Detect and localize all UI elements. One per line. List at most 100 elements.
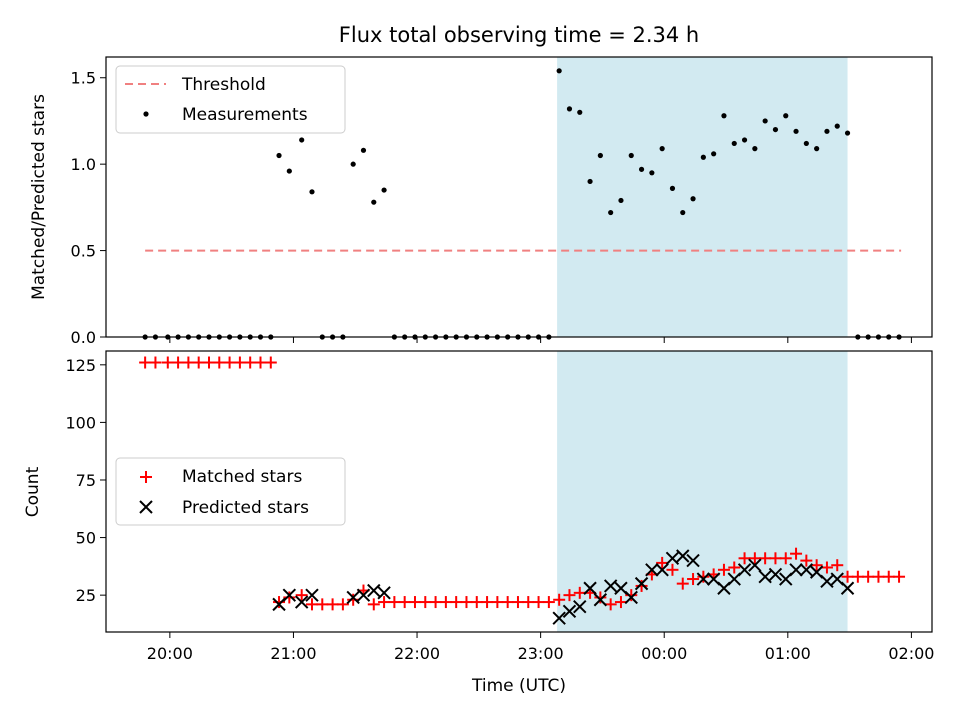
bottom-ylabel: Count bbox=[23, 466, 43, 517]
measurement-point bbox=[700, 154, 706, 160]
bottom-xtick-label: 00:00 bbox=[641, 644, 687, 663]
measurement-point bbox=[286, 168, 292, 174]
predicted-star-point bbox=[562, 604, 577, 618]
predicted-star-point bbox=[758, 570, 772, 584]
matched-star-point bbox=[439, 596, 452, 609]
predicted-star-point bbox=[748, 558, 762, 572]
matched-star-point bbox=[481, 596, 494, 609]
predicted-star-point bbox=[655, 563, 669, 577]
matched-star-point bbox=[367, 598, 380, 611]
matched-star-point bbox=[182, 356, 195, 369]
measurement-point bbox=[762, 118, 768, 124]
predicted-star-point bbox=[737, 563, 752, 577]
matched-star-point bbox=[264, 356, 277, 369]
measurement-point bbox=[680, 209, 686, 216]
measurement-point bbox=[309, 189, 315, 195]
matched-star-point bbox=[336, 598, 349, 611]
measurement-point bbox=[350, 161, 356, 167]
matched-star-point bbox=[841, 570, 854, 583]
measurement-points bbox=[142, 68, 902, 340]
legend-measurement-label: Measurements bbox=[182, 105, 308, 125]
matched-star-point bbox=[810, 559, 823, 572]
predicted-star-point bbox=[840, 581, 855, 595]
measurement-point bbox=[669, 185, 676, 191]
matched-star-point bbox=[408, 596, 421, 609]
matched-star-point bbox=[388, 596, 401, 609]
predicted-star-point bbox=[294, 595, 309, 609]
predicted-star-point bbox=[634, 576, 649, 591]
measurement-point bbox=[783, 113, 789, 119]
predicted-star-point bbox=[282, 588, 297, 602]
matched-star-point bbox=[254, 356, 267, 369]
matched-star-point bbox=[697, 570, 710, 583]
predicted-star-point bbox=[789, 563, 803, 577]
matched-star-point bbox=[862, 570, 875, 583]
bottom-xtick-label: 01:00 bbox=[765, 644, 811, 663]
measurement-point bbox=[638, 166, 645, 172]
legend-predicted-label: Predicted stars bbox=[182, 498, 309, 518]
top-ytick-label: 0.5 bbox=[71, 242, 96, 261]
matched-star-point bbox=[553, 593, 566, 606]
matched-star-point bbox=[800, 554, 813, 567]
matched-star-point bbox=[687, 573, 700, 586]
bottom-xtick-label: 02:00 bbox=[888, 644, 934, 663]
measurement-point bbox=[618, 197, 624, 204]
matched-star-point bbox=[398, 596, 411, 609]
matched-star-point bbox=[149, 356, 162, 369]
bottom-xtick-label: 20:00 bbox=[147, 644, 193, 663]
predicted-star-point bbox=[583, 581, 597, 595]
bottom-highlight-span bbox=[557, 351, 848, 632]
measurement-point bbox=[772, 126, 779, 133]
matched-star-point bbox=[625, 589, 638, 602]
measurement-point bbox=[587, 178, 593, 185]
matched-star-point bbox=[316, 598, 329, 611]
bottom-panel: 25 50 75 100 125 20:00 21:00 22:00 23:00 00:00 01:… bbox=[23, 350, 934, 696]
matched-star-point bbox=[450, 596, 463, 609]
top-panel: 0.0 0.5 1.0 1.5 Matched/Predicted stars Thr… bbox=[29, 56, 933, 347]
matched-star-point bbox=[326, 598, 339, 611]
bottom-legend-box bbox=[115, 457, 346, 526]
legend-matched-swatch bbox=[140, 471, 152, 483]
measurement-point bbox=[690, 196, 696, 202]
predicted-star-point bbox=[603, 579, 618, 593]
predicted-star-point bbox=[593, 593, 608, 607]
top-legend-box bbox=[115, 65, 346, 134]
measurement-point bbox=[556, 68, 562, 74]
matched-star-point bbox=[790, 547, 803, 560]
predicted-star-point bbox=[768, 567, 783, 582]
legend-measurement-swatch bbox=[143, 111, 149, 117]
bottom-ytick-label: 25 bbox=[76, 586, 96, 605]
matched-star-point bbox=[573, 586, 586, 599]
matched-star-point bbox=[283, 591, 296, 604]
legend-predicted-swatch bbox=[139, 500, 153, 514]
matched-star-point bbox=[161, 356, 174, 369]
predicted-star-point bbox=[676, 549, 690, 563]
matched-star-point bbox=[717, 563, 730, 576]
measurement-point bbox=[814, 146, 820, 152]
measurement-point bbox=[566, 106, 573, 112]
matched-star-point bbox=[676, 577, 689, 590]
matched-star-point bbox=[614, 596, 627, 609]
matched-star-point bbox=[491, 596, 504, 609]
predicted-star-point bbox=[377, 586, 391, 600]
predicted-star-point bbox=[820, 574, 834, 589]
matched-star-point bbox=[635, 579, 648, 592]
predicted-star-point bbox=[665, 551, 680, 566]
top-ytick-label: 0.0 bbox=[71, 328, 96, 347]
matched-star-point bbox=[882, 570, 895, 583]
legend-threshold-label: Threshold bbox=[181, 75, 266, 95]
measurement-point bbox=[299, 137, 305, 143]
measurement-point bbox=[711, 151, 717, 157]
predicted-star-point bbox=[696, 572, 711, 586]
bottom-xtick-label: 21:00 bbox=[270, 644, 316, 663]
measurement-point bbox=[628, 152, 634, 159]
top-ytick-label: 1.0 bbox=[71, 155, 96, 174]
matched-star-point bbox=[172, 356, 185, 369]
matched-star-point bbox=[851, 570, 864, 583]
bottom-xtick-label: 23:00 bbox=[518, 644, 564, 663]
matched-star-point bbox=[522, 596, 535, 609]
matched-star-point bbox=[769, 552, 782, 565]
measurement-point bbox=[659, 146, 665, 152]
matched-star-point bbox=[273, 596, 286, 609]
matched-star-point bbox=[192, 356, 205, 369]
